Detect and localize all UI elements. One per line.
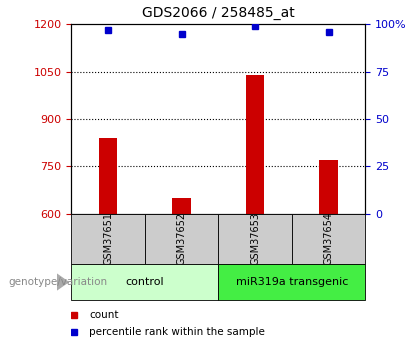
- Text: GSM37652: GSM37652: [177, 213, 186, 265]
- Text: GSM37654: GSM37654: [324, 213, 333, 265]
- Bar: [99, 138, 117, 214]
- Bar: [71, 264, 218, 300]
- Text: control: control: [126, 277, 164, 287]
- Text: percentile rank within the sample: percentile rank within the sample: [89, 327, 265, 337]
- Bar: [246, 75, 264, 214]
- Polygon shape: [57, 273, 69, 291]
- Text: GSM37653: GSM37653: [250, 213, 260, 265]
- Bar: [173, 198, 191, 214]
- Text: miR319a transgenic: miR319a transgenic: [236, 277, 348, 287]
- Text: count: count: [89, 310, 118, 320]
- Bar: [71, 214, 145, 264]
- Bar: [218, 264, 365, 300]
- Bar: [320, 160, 338, 214]
- Text: GSM37651: GSM37651: [103, 213, 113, 265]
- Text: genotype/variation: genotype/variation: [8, 277, 108, 287]
- Bar: [145, 214, 218, 264]
- Bar: [292, 214, 365, 264]
- Bar: [218, 214, 292, 264]
- Title: GDS2066 / 258485_at: GDS2066 / 258485_at: [142, 6, 295, 20]
